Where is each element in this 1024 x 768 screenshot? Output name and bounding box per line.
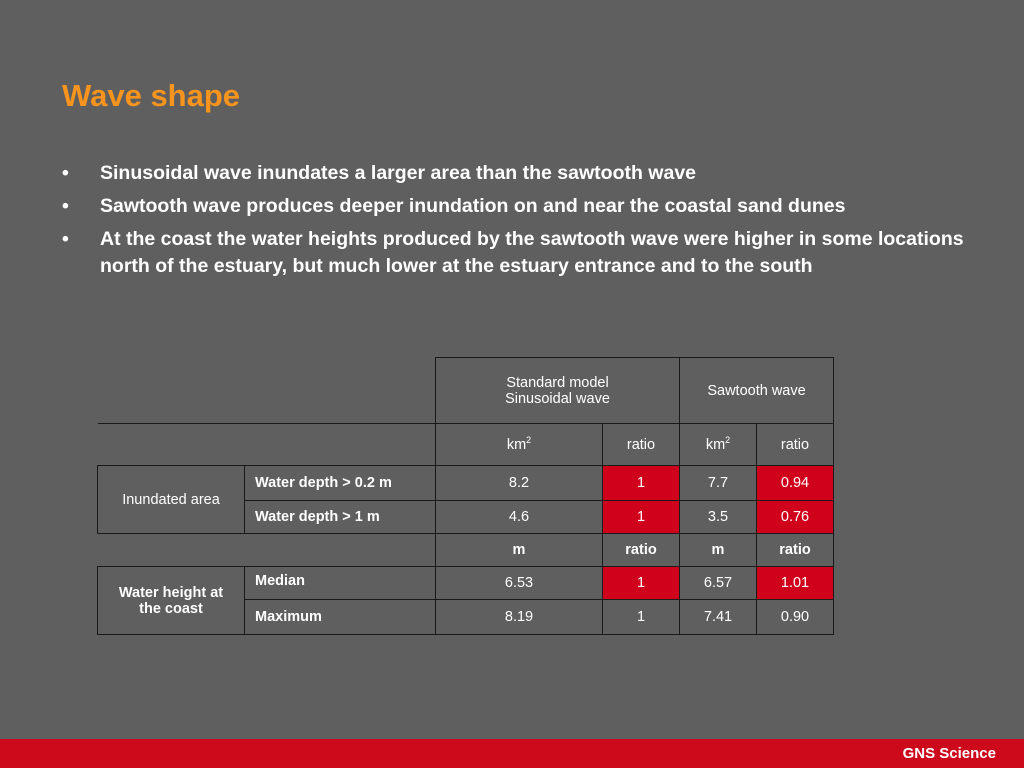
unit-cell: m	[435, 533, 603, 567]
value-cell: 8.19	[435, 599, 603, 635]
table-row: Water height at the coast Median 6.53 1 …	[97, 566, 834, 635]
ratio-cell: 0.94	[756, 465, 834, 501]
ratio-cell: 1	[602, 500, 680, 534]
unit-row-area: km2 ratio km2 ratio	[97, 423, 834, 466]
unit-cell: ratio	[756, 423, 834, 466]
comparison-table: Standard model Sinusoidal wave Sawtooth …	[97, 357, 834, 635]
bullet-item: • Sinusoidal wave inundates a larger are…	[62, 160, 982, 187]
table-row: Inundated area Water depth > 0.2 m 8.2 1…	[97, 465, 834, 534]
bullet-text: Sawtooth wave produces deeper inundation…	[100, 195, 846, 217]
table-row: Water depth > 1 m 4.6 1 3.5 0.76	[98, 500, 834, 534]
bullet-text: At the coast the water heights produced …	[100, 228, 964, 277]
unit-cell: ratio	[602, 423, 680, 466]
value-cell: 6.53	[435, 566, 603, 600]
table-header-row: Standard model Sinusoidal wave Sawtooth …	[98, 357, 834, 424]
unit-row-height: m ratio m ratio	[97, 533, 834, 567]
ratio-cell: 1	[602, 599, 680, 635]
bullet-text: Sinusoidal wave inundates a larger area …	[100, 162, 697, 184]
unit-cell: m	[679, 533, 757, 567]
group-label-water-height: Water height at the coast	[97, 566, 245, 635]
bullet-item: • Sawtooth wave produces deeper inundati…	[62, 193, 982, 220]
bullet-item: • At the coast the water heights produce…	[62, 226, 982, 280]
unit-cell: km2	[435, 423, 603, 466]
bullet-marker: •	[62, 195, 69, 217]
ratio-cell: 0.76	[756, 500, 834, 534]
unit-cell: ratio	[602, 533, 680, 567]
value-cell: 8.2	[435, 465, 603, 501]
ratio-cell: 0.90	[756, 599, 834, 635]
group-label-inundated: Inundated area	[97, 465, 245, 534]
row-label: Water depth > 1 m	[244, 500, 436, 534]
ratio-cell: 1	[602, 465, 680, 501]
header-sawtooth-wave: Sawtooth wave	[679, 357, 834, 424]
bullet-marker: •	[62, 228, 69, 250]
value-cell: 7.41	[679, 599, 757, 635]
bullet-list: • Sinusoidal wave inundates a larger are…	[62, 160, 982, 286]
value-cell: 4.6	[435, 500, 603, 534]
unit-cell: ratio	[756, 533, 834, 567]
header-standard-model: Standard model Sinusoidal wave	[435, 357, 680, 424]
value-cell: 6.57	[679, 566, 757, 600]
ratio-cell: 1.01	[756, 566, 834, 600]
unit-cell: km2	[679, 423, 757, 466]
brand-label: GNS Science	[902, 745, 996, 762]
value-cell: 7.7	[679, 465, 757, 501]
ratio-cell: 1	[602, 566, 680, 600]
row-label: Maximum	[244, 599, 436, 635]
value-cell: 3.5	[679, 500, 757, 534]
slide-title: Wave shape	[62, 78, 241, 113]
row-label: Median	[244, 566, 436, 600]
row-label: Water depth > 0.2 m	[244, 465, 436, 501]
footer-bar: GNS Science	[0, 739, 1024, 768]
table-row: Maximum 8.19 1 7.41 0.90	[98, 599, 834, 635]
bullet-marker: •	[62, 162, 69, 184]
